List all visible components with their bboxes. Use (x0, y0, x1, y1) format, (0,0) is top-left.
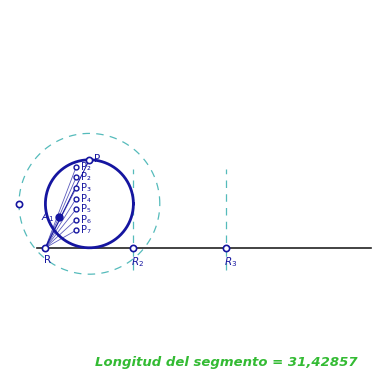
Text: $R_3$: $R_3$ (223, 255, 237, 269)
Text: P₃: P₃ (81, 183, 90, 193)
Text: P: P (94, 154, 100, 164)
Text: P₅: P₅ (81, 204, 90, 214)
Text: P₇: P₇ (81, 225, 90, 235)
Text: P₄: P₄ (81, 193, 90, 204)
Text: P₂: P₂ (81, 162, 90, 172)
Text: $A_1$: $A_1$ (41, 210, 54, 224)
Text: P₆: P₆ (81, 215, 90, 225)
Text: $R_2$: $R_2$ (131, 255, 144, 269)
Text: P₂: P₂ (81, 172, 90, 183)
Text: Longitud del segmento = 31,42857: Longitud del segmento = 31,42857 (95, 356, 358, 369)
Text: R: R (44, 255, 51, 265)
